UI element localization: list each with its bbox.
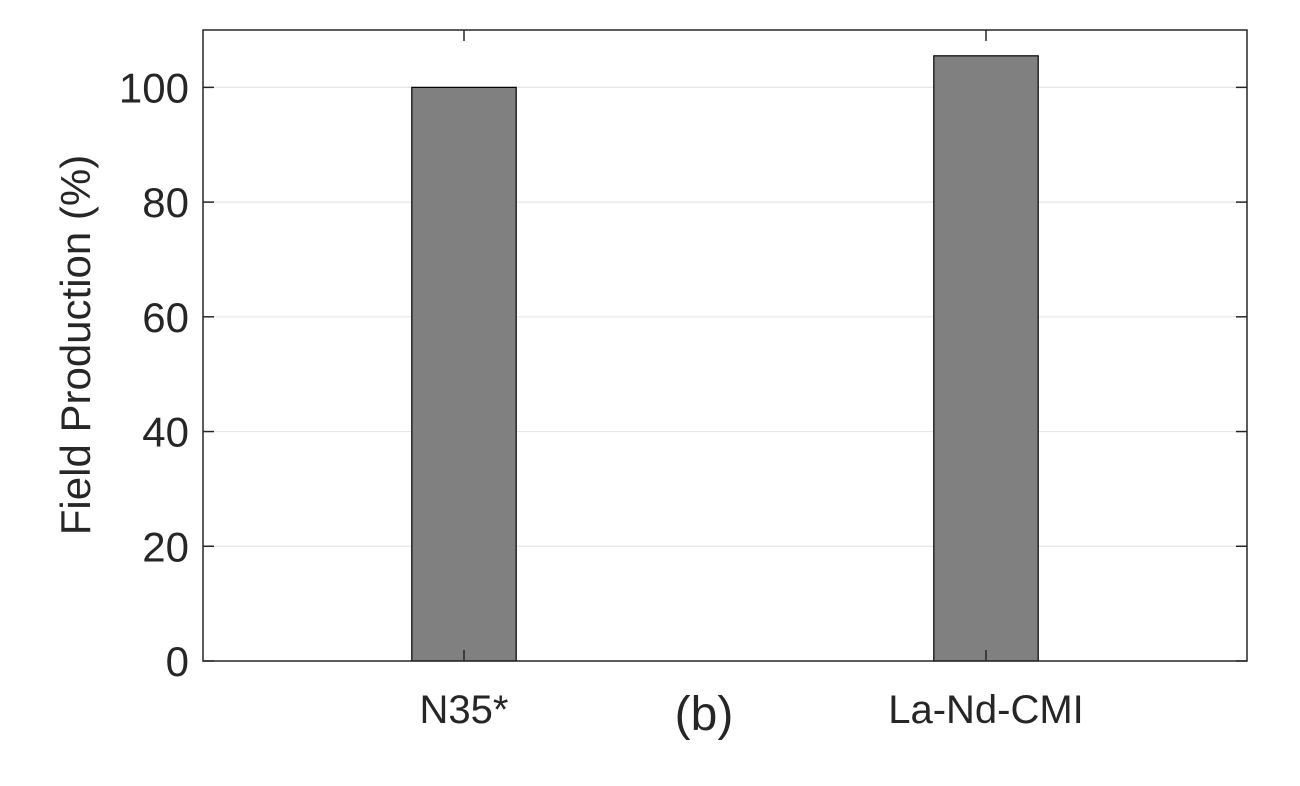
bars [411,55,1039,662]
grid-lines [203,86,1247,547]
y-tick-labels: 0 20 40 60 80 100 [119,64,189,685]
bar-n35 [411,86,517,662]
y-tick-label: 40 [142,409,189,456]
y-tick-label: 20 [142,523,189,570]
y-tick-label: 0 [166,638,189,685]
x-tick-label: La-Nd-CMI [888,688,1084,732]
y-axis-label: Field Production (%) [52,155,99,535]
x-tick-label: N35* [420,688,509,732]
y-tick-label: 100 [119,64,189,111]
tick-marks [203,30,1247,662]
y-tick-label: 60 [142,294,189,341]
y-tick-label: 80 [142,179,189,226]
bar-la-nd-cmi [933,55,1039,662]
x-tick-labels: N35* La-Nd-CMI [420,688,1084,732]
panel-annotation: (b) [675,688,734,741]
axes-box [202,29,1248,662]
